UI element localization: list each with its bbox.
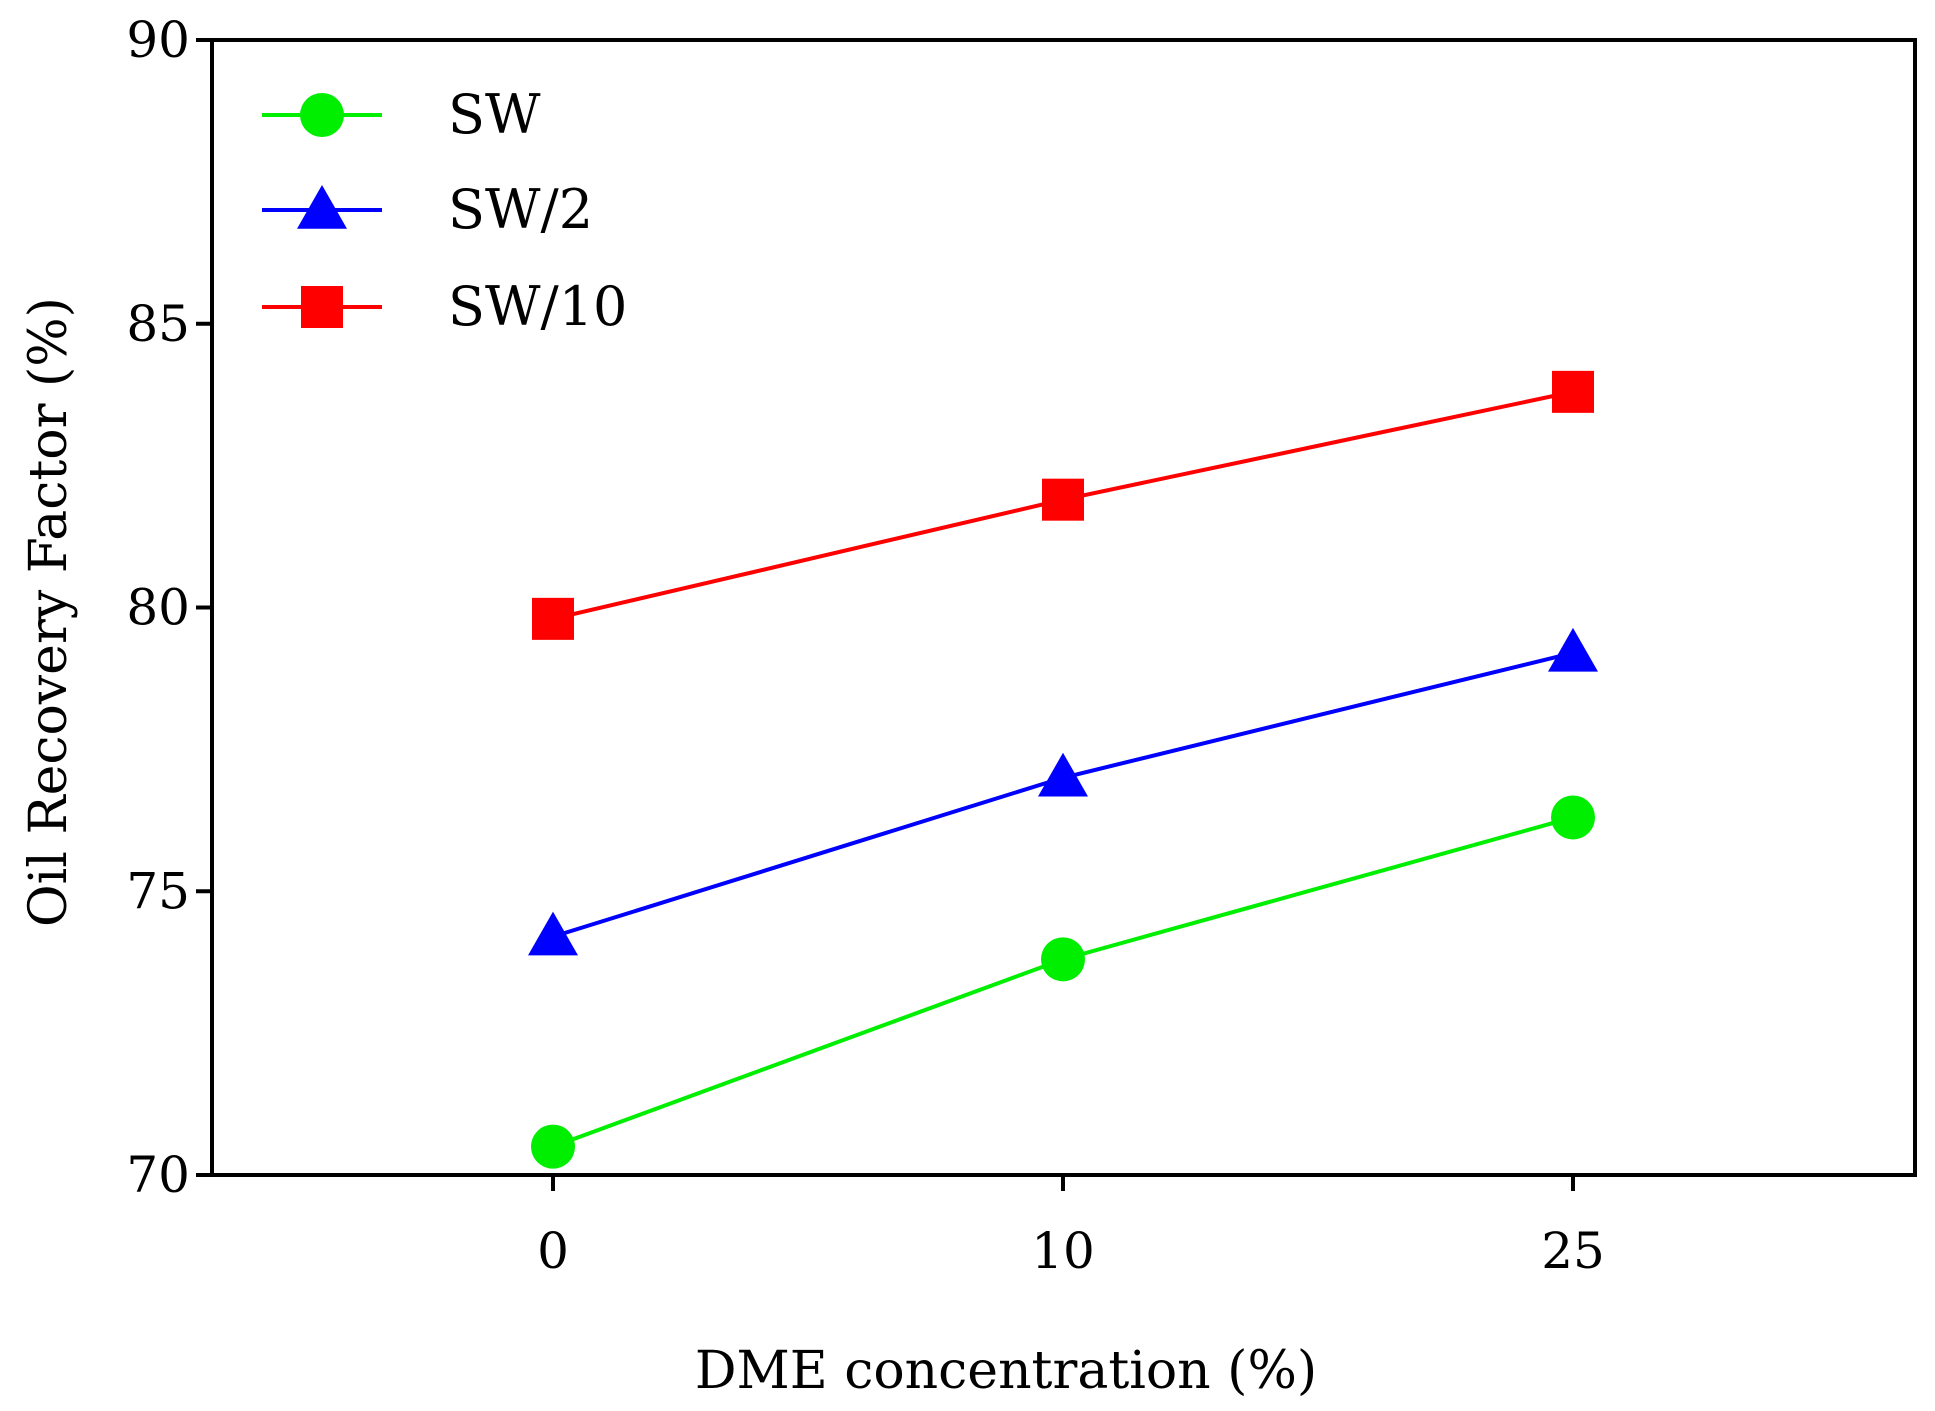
y-tick-label: 90 [126, 11, 190, 69]
legend-item-sw-10: SW/10 [262, 275, 627, 338]
legend-marker [300, 93, 344, 137]
x-axis-title: DME concentration (%) [695, 1341, 1317, 1401]
legend-label: SW/2 [448, 178, 593, 241]
y-tick-label: 85 [126, 295, 190, 353]
series-sw-10 [532, 370, 1594, 640]
data-point-sw-2-25 [1548, 627, 1598, 672]
data-point-sw-10-10 [1042, 478, 1084, 521]
x-tick-label: 10 [1031, 1222, 1095, 1280]
series-layer [528, 370, 1598, 1169]
y-tick-label: 75 [126, 862, 190, 920]
data-point-sw-0 [531, 1124, 575, 1169]
y-axis: 70 75 80 85 90 [126, 11, 212, 1204]
legend-item-sw: SW [262, 83, 541, 146]
data-point-sw-2-10 [1038, 752, 1088, 797]
y-tick-label: 70 [126, 1146, 190, 1204]
legend-marker [297, 185, 347, 229]
y-axis-title: Oil Recovery Factor (%) [19, 297, 79, 927]
series-line-sw [552, 815, 1574, 1149]
x-tick-label: 0 [537, 1222, 569, 1280]
data-point-sw-10-25 [1552, 370, 1594, 413]
legend: SW SW/2 SW/10 [262, 83, 627, 338]
x-tick-label: 25 [1541, 1222, 1605, 1280]
data-point-sw-10 [1041, 937, 1085, 982]
y-tick-label: 80 [126, 579, 190, 637]
x-axis: 0 10 25 [537, 1175, 1605, 1280]
legend-item-sw-2: SW/2 [262, 178, 593, 241]
data-point-sw-10-0 [532, 597, 574, 640]
legend-label: SW [448, 83, 541, 146]
data-point-sw-25 [1551, 795, 1595, 840]
data-point-sw-2-0 [528, 911, 578, 956]
legend-marker [301, 286, 343, 328]
legend-label: SW/10 [448, 275, 627, 338]
series-sw [531, 795, 1595, 1169]
series-sw-2 [528, 627, 1598, 956]
